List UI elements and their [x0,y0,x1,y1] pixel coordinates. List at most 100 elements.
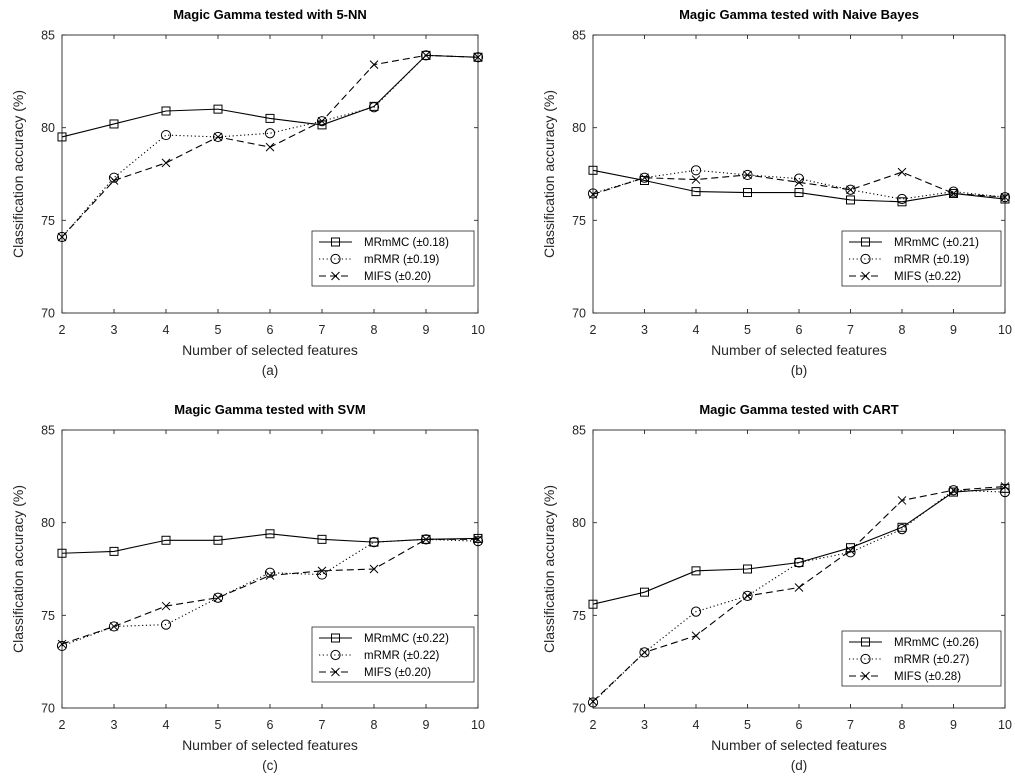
x-tick-label: 8 [371,718,378,732]
data-point-mrmr [316,116,328,127]
data-point-mrmr [108,621,120,632]
data-point-mrmmc [317,534,327,544]
x-tick-label: 6 [796,323,803,337]
x-tick-label: 2 [590,718,597,732]
data-point-mrmmc [846,543,855,553]
x-tick-label: 6 [267,718,274,732]
data-point-mifs [213,132,223,142]
legend-marker-mifs [331,667,340,677]
data-point-mrmr [56,640,68,652]
legend-entry: MRmMC (±0.22) [364,633,449,645]
data-point-mifs [794,177,804,187]
y-tick-label: 70 [41,702,55,716]
legend-marker-mifs [331,271,340,281]
panel-label: (b) [791,363,808,378]
series-mifs [57,534,483,649]
data-point-mrmmc [109,119,119,129]
y-axis-label: Classification accuracy (%) [541,90,557,258]
legend-entry: MRmMC (±0.18) [364,237,449,249]
chart-panel-d: Magic Gamma tested with CART 2 3 4 5 6 7 8 9 10 70… [541,402,1012,773]
x-tick-label: 9 [423,718,430,732]
legend-marker-mifs [861,671,870,681]
data-point-mrmmc [57,132,67,142]
legend-entry: MRmMC (±0.26) [894,637,979,649]
data-point-mifs [473,534,483,544]
legend-marker-mrmmc [331,633,340,643]
x-tick-label: 4 [693,718,700,732]
legend: MRmMC (±0.21) mRMR (±0.19) MIFS (±0.22) [841,230,1002,287]
legend-entry: MIFS (±0.20) [364,667,431,679]
x-tick-label: 4 [693,323,700,337]
x-tick-label: 2 [59,323,66,337]
data-point-mifs [640,648,649,657]
legend-entry: MRmMC (±0.21) [894,237,979,249]
chart-panel-a: Magic Gamma tested with 5-NN 2 3 4 5 6 7 8 9 10 70… [10,7,485,378]
legend-entry: MIFS (±0.28) [894,671,961,683]
series-line-mifs [61,538,478,645]
y-tick-label: 80 [572,121,586,135]
data-point-mrmmc [794,558,804,568]
data-point-mrmmc [640,587,649,597]
data-point-mrmmc [794,188,804,198]
series-mrmr [56,50,484,243]
series-line-mrmr [592,169,1006,200]
data-point-mifs [743,170,752,180]
data-point-mrmr [368,537,380,548]
y-tick-label: 75 [41,214,55,228]
x-tick-label: 7 [847,323,854,337]
series-line-mrmmc [592,487,1006,605]
data-point-mifs [213,593,223,603]
data-point-mrmr [212,592,224,603]
data-point-mifs [794,583,804,592]
data-point-mifs [57,232,67,242]
x-tick-label: 7 [319,323,326,337]
x-tick-label: 10 [471,718,485,732]
data-point-mrmr [896,524,908,535]
data-point-mrmr [845,184,856,195]
data-point-mrmmc [691,187,701,197]
x-tick-label: 3 [111,718,118,732]
y-tick-label: 70 [41,307,55,321]
chart-title: Magic Gamma tested with Naive Bayes [679,7,919,22]
series-mifs [57,51,483,242]
x-axis-label: Number of selected features [711,737,887,753]
data-point-mrmr [368,102,380,113]
y-tick-label: 85 [572,29,586,43]
x-tick-label: 4 [163,718,170,732]
data-point-mrmmc [213,535,223,545]
data-point-mrmmc [1000,483,1010,493]
legend: MRmMC (±0.18) mRMR (±0.19) MIFS (±0.20) [311,230,475,287]
legend-marker-mrmmc [331,237,340,247]
series-mifs [588,167,1010,202]
data-point-mifs [109,622,119,631]
chart-panel-c: Magic Gamma tested with SVM 2 3 4 5 6 7 8 9 10 70 7… [10,402,485,773]
legend-entry: mRMR (±0.27) [894,654,969,666]
x-axis-label: Number of selected features [182,342,358,358]
data-point-mifs [317,566,327,576]
data-point-mrmmc [588,599,598,609]
panel-label: (c) [262,758,278,773]
data-point-mifs [1000,192,1010,202]
data-point-mifs [265,571,275,580]
x-axis-label: Number of selected features [711,342,887,358]
data-point-mrmmc [265,529,275,539]
x-tick-label: 7 [319,718,326,732]
data-point-mifs [57,639,67,649]
legend-entry: mRMR (±0.19) [364,254,439,266]
data-point-mrmr [108,172,120,183]
legend-marker-mrmmc [861,237,870,247]
y-tick-label: 75 [572,609,586,623]
data-point-mrmr [793,173,805,184]
data-point-mrmmc [743,188,752,198]
data-point-mrmr [264,128,276,139]
x-tick-label: 5 [744,323,751,337]
data-point-mifs [161,158,171,168]
series-line-mrmr [61,538,479,647]
y-axis-label: Classification accuracy (%) [10,90,26,258]
x-tick-label: 5 [215,718,222,732]
chart-title: Magic Gamma tested with 5-NN [173,7,367,22]
x-tick-label: 6 [796,718,803,732]
data-point-mifs [265,142,275,152]
data-point-mrmr [160,619,172,630]
x-tick-label: 10 [471,323,485,337]
